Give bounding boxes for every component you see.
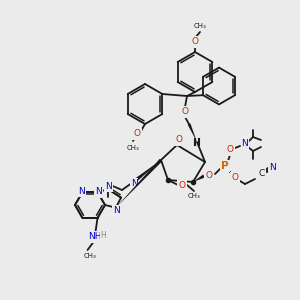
Text: CH₃: CH₃ xyxy=(127,145,140,151)
Polygon shape xyxy=(116,159,162,208)
Text: O: O xyxy=(178,181,185,190)
Text: O: O xyxy=(178,181,185,190)
Text: H: H xyxy=(100,232,106,241)
Text: N: N xyxy=(95,187,102,196)
Text: O: O xyxy=(182,107,188,116)
Text: N: N xyxy=(268,163,275,172)
Text: O: O xyxy=(134,130,140,139)
Text: N: N xyxy=(113,206,120,215)
Text: O: O xyxy=(226,146,233,154)
Text: CH₃: CH₃ xyxy=(194,23,206,29)
Text: O: O xyxy=(232,173,238,182)
Text: C: C xyxy=(259,169,265,178)
Text: NH: NH xyxy=(88,232,101,242)
Text: O: O xyxy=(226,146,233,154)
Text: O: O xyxy=(176,136,182,145)
Text: P: P xyxy=(221,161,229,171)
Text: N: N xyxy=(268,163,275,172)
Text: N: N xyxy=(105,182,112,191)
Text: O: O xyxy=(182,107,188,116)
Text: C: C xyxy=(259,169,265,178)
Text: N: N xyxy=(130,179,137,188)
Text: CH₃: CH₃ xyxy=(127,145,140,151)
Text: CH₃: CH₃ xyxy=(188,193,200,199)
Text: H: H xyxy=(100,232,106,241)
Text: CH₃: CH₃ xyxy=(194,23,206,29)
Polygon shape xyxy=(188,123,197,142)
Text: O: O xyxy=(134,130,140,139)
Polygon shape xyxy=(135,160,161,182)
Text: N: N xyxy=(113,206,120,215)
Text: O: O xyxy=(191,38,199,46)
Text: NH: NH xyxy=(88,232,101,242)
Text: N: N xyxy=(78,187,85,196)
Text: N: N xyxy=(105,182,112,191)
Text: N: N xyxy=(242,140,248,148)
Text: O: O xyxy=(206,172,212,181)
Text: O: O xyxy=(206,172,212,181)
Text: N: N xyxy=(78,187,85,196)
Text: O: O xyxy=(232,173,238,182)
Text: O: O xyxy=(191,38,199,46)
Text: N: N xyxy=(242,140,248,148)
Text: CH₃: CH₃ xyxy=(188,193,200,199)
Text: O: O xyxy=(176,136,182,145)
Text: N: N xyxy=(95,188,102,196)
Text: P: P xyxy=(221,161,229,171)
Text: CH₃: CH₃ xyxy=(83,253,96,259)
Polygon shape xyxy=(193,175,205,182)
